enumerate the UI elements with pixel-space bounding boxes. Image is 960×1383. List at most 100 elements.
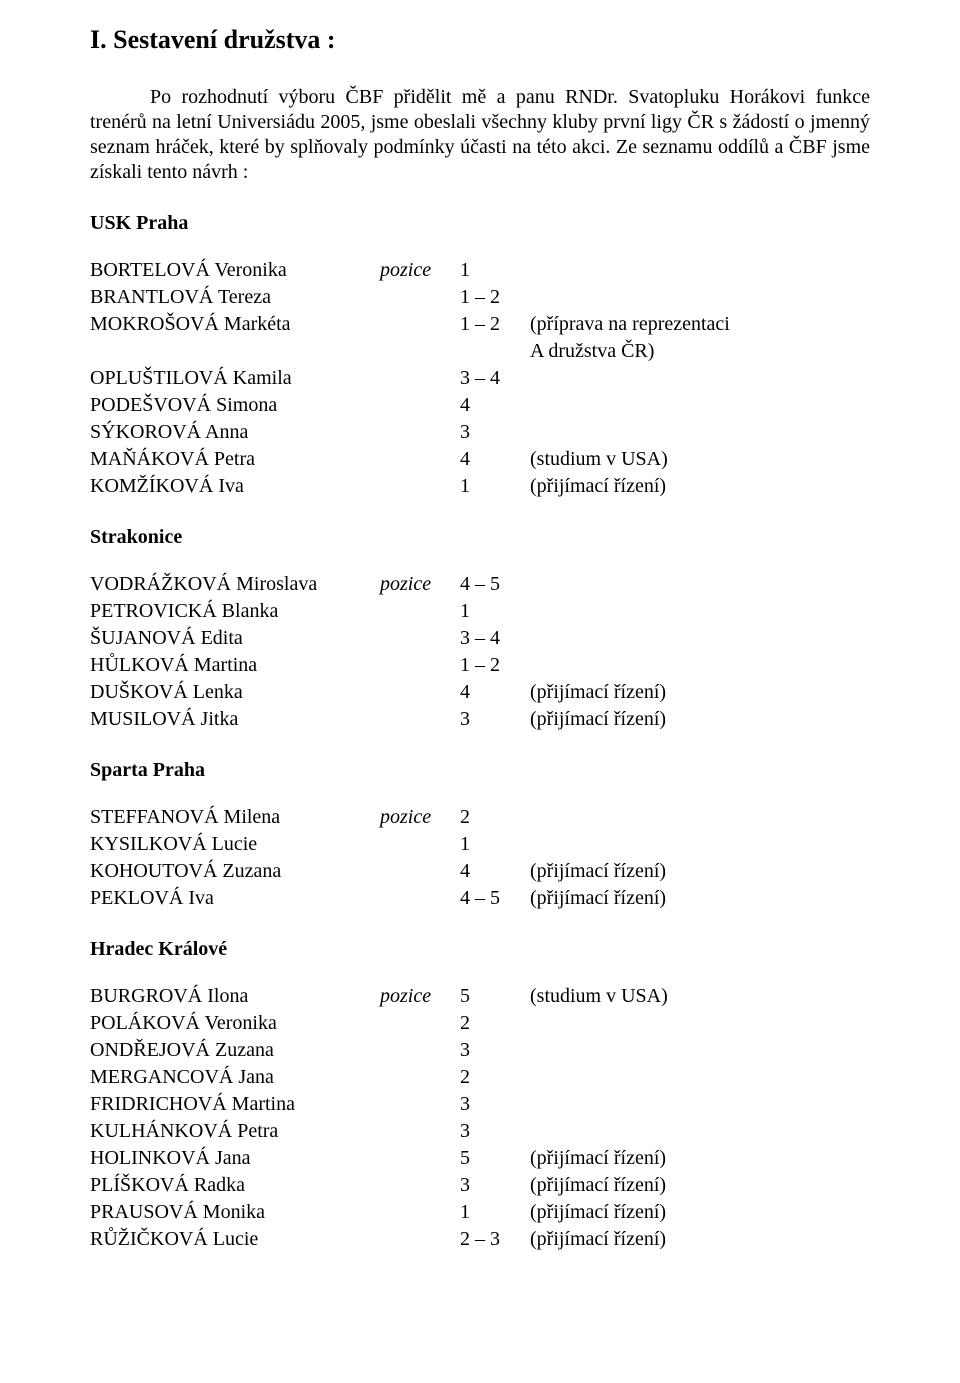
pozice-label-cell xyxy=(380,599,460,626)
table-row: HOLINKOVÁ Jana5(přijímací řízení) xyxy=(90,1146,668,1173)
table-row: RŮŽIČKOVÁ Lucie2 – 3(přijímací řízení) xyxy=(90,1227,668,1254)
player-position: 2 xyxy=(460,1011,530,1038)
pozice-label-cell xyxy=(380,1200,460,1227)
player-position: 3 xyxy=(460,1038,530,1065)
pozice-label-cell xyxy=(380,707,460,734)
pozice-label-cell xyxy=(380,1092,460,1119)
player-name: MUSILOVÁ Jitka xyxy=(90,707,380,734)
table-row: ŠUJANOVÁ Edita 3 – 4 xyxy=(90,626,666,653)
pozice-label-cell xyxy=(380,393,460,420)
pozice-label-cell xyxy=(380,1146,460,1173)
table-row: OPLUŠTILOVÁ Kamila3 – 4 xyxy=(90,366,730,393)
roster-table: BURGROVÁ Ilonapozice5(studium v USA)POLÁ… xyxy=(90,984,668,1254)
roster-table: BORTELOVÁ Veronikapozice1BRANTLOVÁ Terez… xyxy=(90,258,730,501)
page-title: I. Sestavení družstva : xyxy=(90,24,870,57)
player-name: ŠUJANOVÁ Edita xyxy=(90,626,380,653)
roster-table: STEFFANOVÁ Milenapozice2KYSILKOVÁ Lucie1… xyxy=(90,805,666,913)
player-position: 1 – 2 xyxy=(460,285,530,312)
player-name: MERGANCOVÁ Jana xyxy=(90,1065,380,1092)
player-name: BURGROVÁ Ilona xyxy=(90,984,380,1011)
player-position: 1 xyxy=(460,1200,530,1227)
player-name: BRANTLOVÁ Tereza xyxy=(90,285,380,312)
player-note: (přijímací řízení) xyxy=(530,680,666,707)
table-row: PODEŠVOVÁ Simona4 xyxy=(90,393,730,420)
player-note: (přijímací řízení) xyxy=(530,1173,668,1200)
player-name: STEFFANOVÁ Milena xyxy=(90,805,380,832)
table-row: MERGANCOVÁ Jana2 xyxy=(90,1065,668,1092)
table-row: DUŠKOVÁ Lenka 4(přijímací řízení) xyxy=(90,680,666,707)
intro-text: Po rozhodnutí výboru ČBF přidělit mě a p… xyxy=(90,86,870,183)
player-note: (přijímací řízení) xyxy=(530,474,730,501)
player-name: KOMŽÍKOVÁ Iva xyxy=(90,474,380,501)
pozice-label-cell xyxy=(380,474,460,501)
pozice-label-cell xyxy=(380,1065,460,1092)
player-name: HŮLKOVÁ Martina xyxy=(90,653,380,680)
player-note xyxy=(530,832,666,859)
player-name: KYSILKOVÁ Lucie xyxy=(90,832,380,859)
table-row: KYSILKOVÁ Lucie1 xyxy=(90,832,666,859)
player-position: 1 xyxy=(460,258,530,285)
table-row: PLÍŠKOVÁ Radka 3(přijímací řízení) xyxy=(90,1173,668,1200)
pozice-label-cell xyxy=(380,1011,460,1038)
player-note xyxy=(530,366,730,393)
pozice-label-cell xyxy=(380,420,460,447)
player-name: ONDŘEJOVÁ Zuzana xyxy=(90,1038,380,1065)
table-row: HŮLKOVÁ Martina 1 – 2 xyxy=(90,653,666,680)
player-name: KULHÁNKOVÁ Petra xyxy=(90,1119,380,1146)
player-note: (přijímací řízení) xyxy=(530,859,666,886)
player-position: 4 – 5 xyxy=(460,886,530,913)
player-name: SÝKOROVÁ Anna xyxy=(90,420,380,447)
player-note: (přijímací řízení) xyxy=(530,707,666,734)
player-position: 3 xyxy=(460,1119,530,1146)
player-position: 4 xyxy=(460,680,530,707)
table-row: A družstva ČR) xyxy=(90,339,730,366)
section-title: Strakonice xyxy=(90,525,870,550)
player-note xyxy=(530,805,666,832)
player-position xyxy=(460,339,530,366)
intro-paragraph: Po rozhodnutí výboru ČBF přidělit mě a p… xyxy=(90,85,870,185)
player-position: 3 xyxy=(460,1173,530,1200)
table-row: KOHOUTOVÁ Zuzana 4(přijímací řízení) xyxy=(90,859,666,886)
pozice-label-cell xyxy=(380,312,460,339)
pozice-label-cell xyxy=(380,653,460,680)
section-title: Sparta Praha xyxy=(90,758,870,783)
player-position: 2 xyxy=(460,805,530,832)
player-name: POLÁKOVÁ Veronika xyxy=(90,1011,380,1038)
pozice-label-cell xyxy=(380,1119,460,1146)
player-position: 1 – 2 xyxy=(460,653,530,680)
player-position: 4 xyxy=(460,859,530,886)
player-name: MOKROŠOVÁ Markéta xyxy=(90,312,380,339)
table-row: MAŇÁKOVÁ Petra4(studium v USA) xyxy=(90,447,730,474)
player-name: VODRÁŽKOVÁ Miroslava xyxy=(90,572,380,599)
player-position: 3 – 4 xyxy=(460,626,530,653)
section-title: Hradec Králové xyxy=(90,937,870,962)
pozice-label-cell xyxy=(380,366,460,393)
player-note xyxy=(530,1011,668,1038)
pozice-label-cell xyxy=(380,859,460,886)
player-name: BORTELOVÁ Veronika xyxy=(90,258,380,285)
pozice-label-cell: pozice xyxy=(380,572,460,599)
pozice-label-cell: pozice xyxy=(380,258,460,285)
player-note: (přijímací řízení) xyxy=(530,886,666,913)
player-note xyxy=(530,1092,668,1119)
table-row: ONDŘEJOVÁ Zuzana 3 xyxy=(90,1038,668,1065)
player-note xyxy=(530,1038,668,1065)
table-row: MOKROŠOVÁ Markéta1 – 2(příprava na repre… xyxy=(90,312,730,339)
table-row: BORTELOVÁ Veronikapozice1 xyxy=(90,258,730,285)
player-note xyxy=(530,1119,668,1146)
table-row: PRAUSOVÁ Monika1(přijímací řízení) xyxy=(90,1200,668,1227)
player-name: PRAUSOVÁ Monika xyxy=(90,1200,380,1227)
player-position: 3 – 4 xyxy=(460,366,530,393)
table-row: MUSILOVÁ Jitka3(přijímací řízení) xyxy=(90,707,666,734)
player-name: PEKLOVÁ Iva xyxy=(90,886,380,913)
page: I. Sestavení družstva : Po rozhodnutí vý… xyxy=(0,0,960,1338)
player-name: KOHOUTOVÁ Zuzana xyxy=(90,859,380,886)
player-name: DUŠKOVÁ Lenka xyxy=(90,680,380,707)
table-row: SÝKOROVÁ Anna3 xyxy=(90,420,730,447)
table-row: KULHÁNKOVÁ Petra 3 xyxy=(90,1119,668,1146)
pozice-label-cell: pozice xyxy=(380,805,460,832)
player-note xyxy=(530,420,730,447)
pozice-label-cell xyxy=(380,1038,460,1065)
player-name: PLÍŠKOVÁ Radka xyxy=(90,1173,380,1200)
player-name: PETROVICKÁ Blanka xyxy=(90,599,380,626)
